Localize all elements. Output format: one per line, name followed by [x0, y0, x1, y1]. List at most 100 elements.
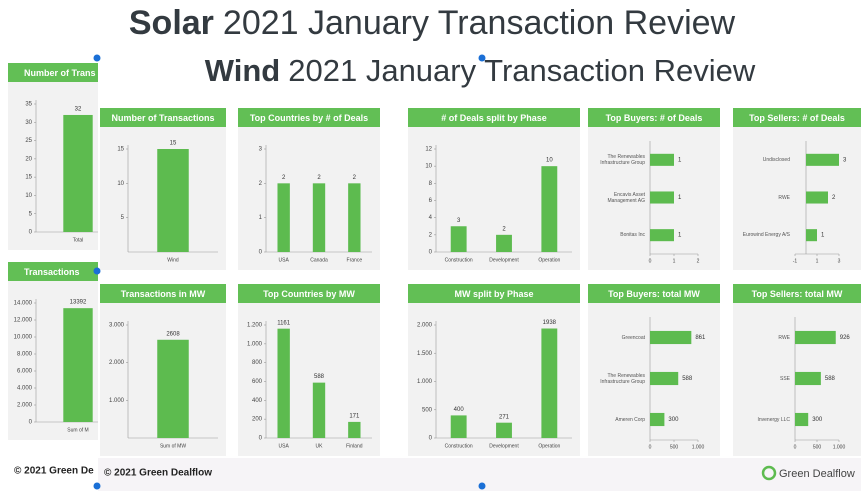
value-label: 3 [843, 157, 847, 163]
value-label: 32 [75, 107, 82, 113]
category-label-box: SSE [780, 376, 790, 382]
y-tick-label: The Renewables Infrastructure Group [600, 372, 645, 385]
y-tick-label: 1.000 [417, 379, 433, 385]
panel-header [588, 108, 720, 127]
panel-background [733, 284, 861, 456]
bar [650, 412, 665, 427]
x-tick-label: Development [489, 257, 519, 263]
solar-footer: © 2021 Green De [14, 466, 94, 477]
x-tick-label: 1 [673, 258, 676, 264]
y-tick-label: 6 [429, 198, 433, 204]
y-tick-label: 4 [429, 215, 433, 221]
panel-background [588, 284, 720, 456]
chart: # of Deals split by Phase 0 2 4 6 8 10 12 3 Const… [408, 108, 580, 270]
chart-title: Transactions [24, 267, 80, 277]
y-tick-label: 0 [29, 230, 33, 236]
y-tick-label: 800 [252, 360, 263, 366]
y-tick-label: 1.500 [417, 351, 433, 357]
bar [650, 191, 674, 204]
bar [348, 421, 361, 438]
handle [478, 54, 486, 62]
value-label: 171 [349, 413, 360, 419]
bar [63, 114, 93, 232]
y-tick-label: 6.000 [17, 369, 33, 375]
x-tick-label: Finland [346, 443, 363, 449]
panel-header [588, 284, 720, 303]
x-tick-label: Operation [538, 443, 560, 449]
y-tick-label: 15 [25, 175, 32, 181]
y-tick-label: 400 [252, 398, 263, 404]
value-label: 10 [546, 158, 553, 164]
value-label: 2 [317, 175, 321, 181]
y-tick-label: 0 [429, 250, 433, 256]
category-label-box: Eurowind Energy A/S [742, 232, 790, 239]
bar [450, 226, 467, 252]
panel-background [733, 108, 861, 270]
y-tick-label: Encavis Asset Management AG [607, 191, 645, 204]
bar [650, 330, 692, 345]
chart: Top Buyers: total MW 0 500 1.000 861 Greencoa… [588, 284, 720, 456]
y-tick-label: 1.000 [109, 398, 125, 404]
x-tick-label: 500 [813, 444, 822, 450]
y-tick-label: 0 [259, 250, 263, 256]
category-label-box: RWE [778, 335, 790, 341]
category-label-box: RWE [778, 194, 790, 201]
category-label-box: Invenergy LLC [757, 416, 790, 423]
y-tick-label: 8.000 [17, 352, 33, 358]
y-tick-label: 200 [252, 417, 263, 423]
y-tick-label: 3 [259, 147, 263, 153]
x-tick-label: 1 [816, 258, 819, 264]
x-tick-label: 1.000 [833, 444, 846, 450]
bar [795, 412, 809, 427]
x-tick-label: 0 [794, 444, 797, 450]
panel-background [588, 108, 720, 270]
chart-title: Transactions in MW [121, 289, 206, 299]
x-tick-label: Total [73, 237, 84, 243]
chart-title: Top Sellers: # of Deals [749, 113, 845, 123]
value-label: 271 [499, 414, 510, 420]
value-label: 588 [314, 374, 325, 380]
x-tick-label: 2 [697, 258, 700, 264]
x-tick-label: Canada [310, 257, 328, 263]
y-tick-label: 14.000 [14, 301, 33, 307]
x-tick-label: 0 [649, 444, 652, 450]
value-label: 2608 [166, 331, 180, 337]
chart-title: Number of Transactions [111, 113, 214, 123]
handle [93, 267, 101, 275]
x-tick-label: Sum of M [67, 427, 88, 433]
bar [650, 371, 679, 386]
wind-title: Wind 2021 January Transaction Review [205, 53, 756, 88]
wind-title-rest: 2021 January Transaction Review [288, 53, 756, 88]
bar [795, 330, 836, 345]
bar [312, 382, 326, 438]
category-label-box: The Renewables Infrastructure Group [600, 372, 645, 385]
x-tick-label: Sum of MW [160, 443, 186, 449]
x-tick-label: Construction [445, 443, 473, 449]
y-tick-label: Eurowind Energy A/S [742, 232, 790, 239]
category-label-box: Ameren Corp [615, 417, 645, 423]
x-tick-label: -1 [793, 258, 798, 264]
bar [541, 328, 558, 438]
handle [478, 482, 486, 490]
y-tick-label: Invenergy LLC [757, 416, 790, 423]
bar [312, 183, 326, 252]
y-tick-label: RWE [778, 194, 790, 201]
x-tick-label: USA [279, 257, 290, 263]
chart-title: Top Sellers: total MW [752, 289, 843, 299]
x-tick-label: Operation [538, 257, 560, 263]
x-tick-label: 1.000 [692, 444, 705, 450]
bar [650, 153, 674, 166]
bar [63, 308, 93, 422]
y-tick-label: 2.000 [417, 323, 433, 329]
value-label: 1 [678, 233, 682, 239]
y-tick-label: The Renewables Infrastructure Group [600, 153, 645, 166]
selection-handles [93, 54, 486, 490]
solar-title-bold: Solar [129, 4, 214, 42]
y-tick-label: 0 [259, 436, 263, 442]
chart-title: Top Buyers: # of Deals [606, 113, 703, 123]
y-tick-label: 5 [29, 211, 33, 217]
y-tick-label: 4.000 [17, 386, 33, 392]
solar-title: Solar 2021 January Transaction Review [129, 4, 736, 42]
panel-header [238, 284, 380, 303]
